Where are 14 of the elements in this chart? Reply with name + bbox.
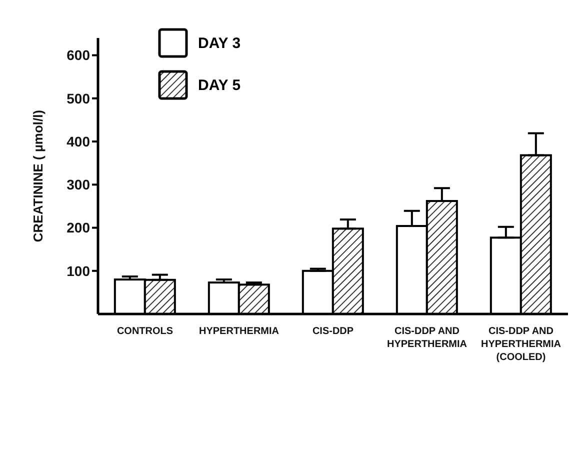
- y-tick-label: 300: [66, 176, 90, 193]
- x-tick-label: CONTROLS: [116, 326, 174, 337]
- x-tick-label: CIS-DDP: [312, 326, 354, 337]
- y-tick-label: 200: [66, 220, 90, 236]
- y-tick-label: 500: [66, 90, 90, 106]
- x-tick-label: HYPERTHERMIA: [198, 326, 280, 337]
- legend-label: DAY 5: [198, 76, 241, 94]
- y-tick-label: 100: [66, 262, 90, 279]
- y-tick-label: 600: [66, 47, 90, 64]
- legend-label: DAY 3: [198, 34, 241, 52]
- x-tick-label: CIS-DDP AND HYPERTHERMIA (COOLED): [480, 326, 562, 363]
- y-tick-label: 400: [66, 133, 90, 150]
- y-axis-title: CREATININE ( µmol/l): [30, 110, 46, 242]
- x-tick-label: CIS-DDP AND HYPERTHERMIA: [386, 326, 468, 350]
